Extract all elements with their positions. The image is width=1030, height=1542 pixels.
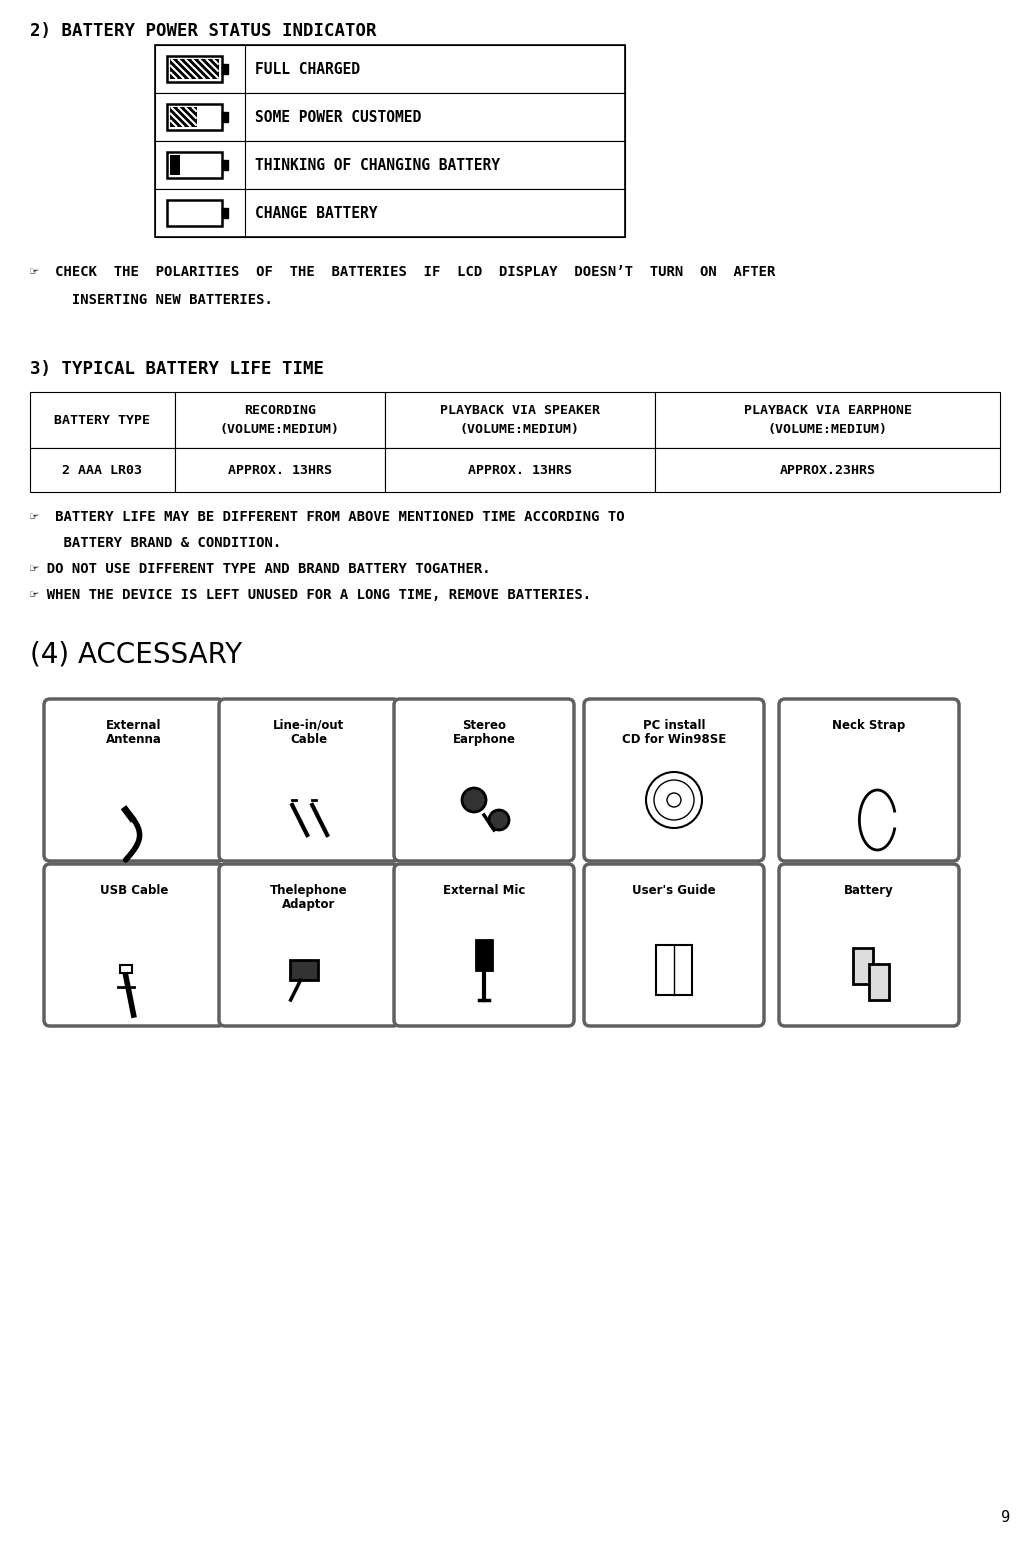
Text: FULL CHARGED: FULL CHARGED (255, 62, 360, 77)
Bar (476, 941, 492, 970)
Bar (170, 59, 218, 79)
Text: ☞  BATTERY LIFE MAY BE DIFFERENT FROM ABOVE MENTIONED TIME ACCORDING TO: ☞ BATTERY LIFE MAY BE DIFFERENT FROM ABO… (30, 510, 624, 524)
Text: Line-in/out: Line-in/out (273, 719, 345, 732)
Bar (30, 449, 175, 492)
FancyBboxPatch shape (584, 699, 764, 860)
Text: 9: 9 (1001, 1510, 1010, 1525)
Circle shape (667, 793, 681, 806)
Text: 2) BATTERY POWER STATUS INDICATOR: 2) BATTERY POWER STATUS INDICATOR (30, 22, 377, 40)
Text: SOME POWER CUSTOMED: SOME POWER CUSTOMED (255, 109, 421, 125)
Text: External: External (106, 719, 162, 732)
Bar (221, 159, 228, 171)
Text: APPROX. 13HRS: APPROX. 13HRS (228, 464, 332, 476)
Text: Antenna: Antenna (106, 732, 162, 746)
Circle shape (646, 773, 702, 828)
Text: APPROX. 13HRS: APPROX. 13HRS (468, 464, 572, 476)
FancyBboxPatch shape (219, 699, 399, 860)
Circle shape (462, 788, 486, 813)
Text: Stereo: Stereo (462, 719, 506, 732)
Text: (VOLUME:MEDIUM): (VOLUME:MEDIUM) (767, 424, 888, 436)
Text: Earphone: Earphone (452, 732, 515, 746)
Text: THINKING OF CHANGING BATTERY: THINKING OF CHANGING BATTERY (255, 157, 500, 173)
FancyBboxPatch shape (394, 864, 574, 1025)
Text: USB Cable: USB Cable (100, 884, 168, 897)
Text: Thelephone: Thelephone (270, 884, 348, 897)
FancyBboxPatch shape (44, 864, 224, 1025)
Text: ☞ WHEN THE DEVICE IS LEFT UNUSED FOR A LONG TIME, REMOVE BATTERIES.: ☞ WHEN THE DEVICE IS LEFT UNUSED FOR A L… (30, 588, 591, 601)
Bar (170, 106, 197, 126)
Bar (221, 208, 228, 219)
Bar (853, 948, 873, 984)
Bar (655, 449, 1000, 492)
Text: PLAYBACK VIA EARPHONE: PLAYBACK VIA EARPHONE (744, 404, 912, 416)
Circle shape (489, 810, 509, 830)
FancyBboxPatch shape (779, 864, 959, 1025)
Text: ☞ DO NOT USE DIFFERENT TYPE AND BRAND BATTERY TOGATHER.: ☞ DO NOT USE DIFFERENT TYPE AND BRAND BA… (30, 561, 490, 577)
Bar (869, 964, 889, 1001)
Bar (221, 111, 228, 122)
Text: APPROX.23HRS: APPROX.23HRS (780, 464, 876, 476)
Text: (VOLUME:MEDIUM): (VOLUME:MEDIUM) (220, 424, 340, 436)
Bar (175, 392, 385, 449)
Text: INSERTING NEW BATTERIES.: INSERTING NEW BATTERIES. (30, 293, 273, 307)
Bar (221, 63, 228, 74)
Text: 2 AAA LR03: 2 AAA LR03 (63, 464, 142, 476)
Text: (4) ACCESSARY: (4) ACCESSARY (30, 640, 242, 668)
Text: PLAYBACK VIA SPEAKER: PLAYBACK VIA SPEAKER (440, 404, 600, 416)
Text: BATTERY BRAND & CONDITION.: BATTERY BRAND & CONDITION. (30, 537, 281, 550)
Bar (656, 945, 692, 995)
Bar (30, 392, 175, 449)
Text: Adaptor: Adaptor (282, 897, 336, 911)
Text: 3) TYPICAL BATTERY LIFE TIME: 3) TYPICAL BATTERY LIFE TIME (30, 359, 324, 378)
Bar (154, 45, 625, 93)
Text: Neck Strap: Neck Strap (832, 719, 905, 732)
FancyBboxPatch shape (219, 864, 399, 1025)
FancyBboxPatch shape (779, 699, 959, 860)
Bar (154, 93, 625, 140)
Bar (385, 392, 655, 449)
Bar (655, 392, 1000, 449)
Bar (154, 190, 625, 237)
Text: BATTERY TYPE: BATTERY TYPE (55, 413, 150, 427)
Bar (167, 103, 221, 130)
Bar (385, 449, 655, 492)
Bar (170, 156, 179, 174)
Bar (154, 45, 625, 237)
FancyBboxPatch shape (584, 864, 764, 1025)
Text: User's Guide: User's Guide (632, 884, 716, 897)
FancyBboxPatch shape (44, 699, 224, 860)
Text: ☞  CHECK  THE  POLARITIES  OF  THE  BATTERIES  IF  LCD  DISPLAY  DOESN’T  TURN  : ☞ CHECK THE POLARITIES OF THE BATTERIES … (30, 265, 776, 279)
Bar (167, 56, 221, 82)
Text: Cable: Cable (290, 732, 328, 746)
Bar (167, 153, 221, 177)
Bar (154, 140, 625, 190)
Bar (167, 200, 221, 227)
Text: (VOLUME:MEDIUM): (VOLUME:MEDIUM) (460, 424, 580, 436)
Text: RECORDING: RECORDING (244, 404, 316, 416)
Text: CD for Win98SE: CD for Win98SE (622, 732, 726, 746)
Bar (175, 449, 385, 492)
Text: CHANGE BATTERY: CHANGE BATTERY (255, 205, 378, 221)
Text: PC install: PC install (643, 719, 706, 732)
Bar (119, 965, 132, 973)
Text: Battery: Battery (845, 884, 894, 897)
Text: External Mic: External Mic (443, 884, 525, 897)
Bar (289, 961, 317, 981)
Circle shape (654, 780, 694, 820)
FancyBboxPatch shape (394, 699, 574, 860)
